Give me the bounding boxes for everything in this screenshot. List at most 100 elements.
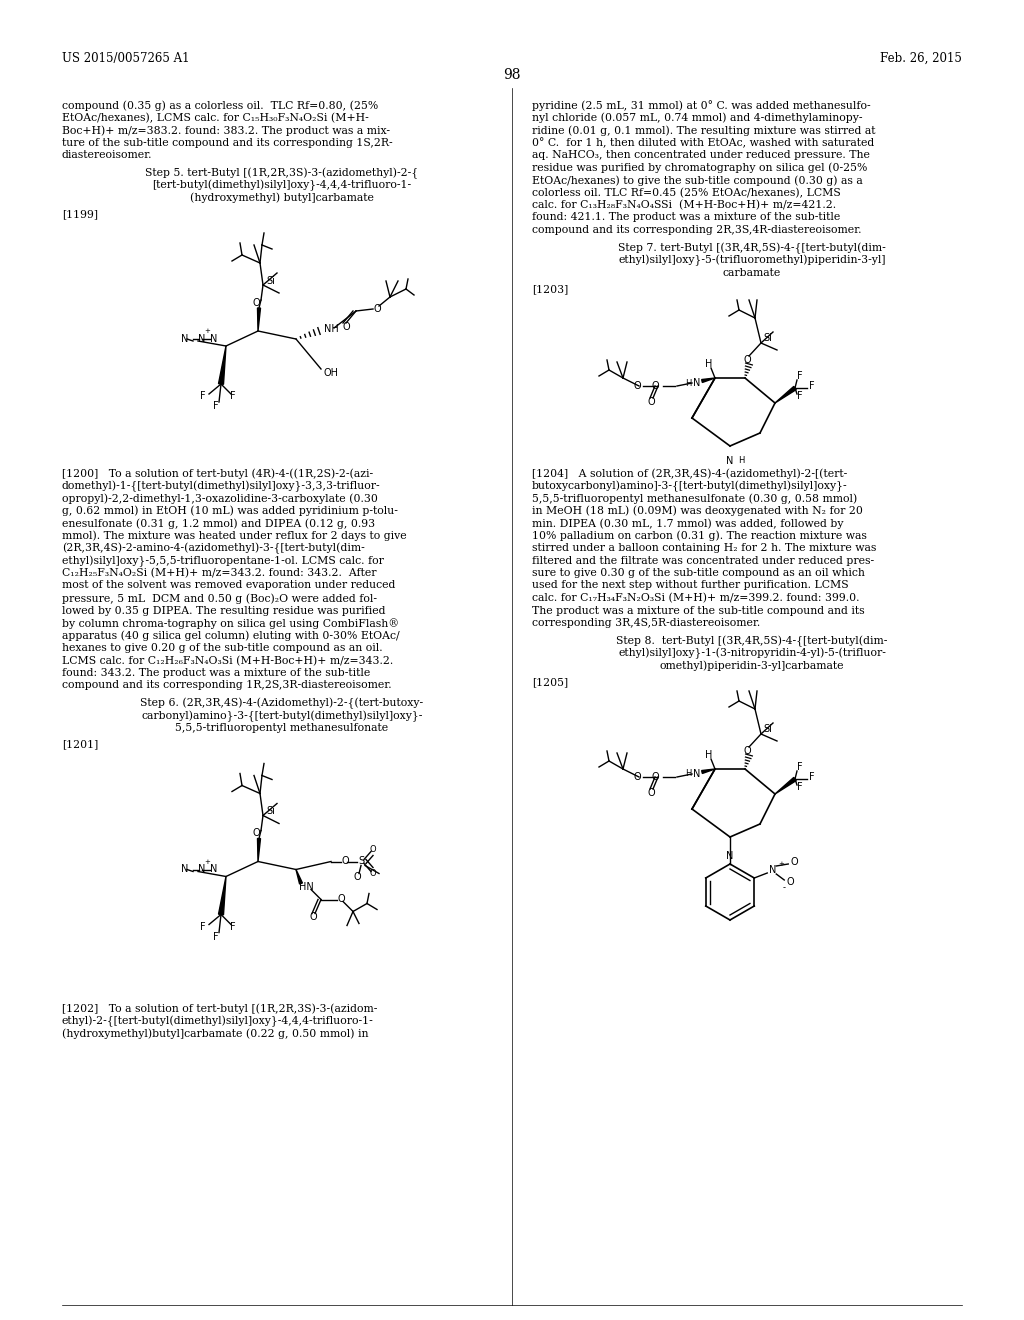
Text: US 2015/0057265 A1: US 2015/0057265 A1 <box>62 51 189 65</box>
Text: O: O <box>634 381 641 391</box>
Text: F: F <box>200 921 206 932</box>
Text: Step 5. tert-Butyl [(1R,2R,3S)-3-(azidomethyl)-2-{: Step 5. tert-Butyl [(1R,2R,3S)-3-(azidom… <box>145 168 419 178</box>
Text: residue was purified by chromatography on silica gel (0-25%: residue was purified by chromatography o… <box>532 162 867 173</box>
Text: Si: Si <box>266 276 274 286</box>
Text: aq. NaHCO₃, then concentrated under reduced pressure. The: aq. NaHCO₃, then concentrated under redu… <box>532 150 869 160</box>
Text: g, 0.62 mmol) in EtOH (10 mL) was added pyridinium p-tolu-: g, 0.62 mmol) in EtOH (10 mL) was added … <box>62 506 398 516</box>
Text: [tert-butyl(dimethyl)silyl]oxy}-4,4,4-trifluoro-1-: [tert-butyl(dimethyl)silyl]oxy}-4,4,4-tr… <box>153 180 412 191</box>
Text: ture of the sub-title compound and its corresponding 1S,2R-: ture of the sub-title compound and its c… <box>62 137 392 148</box>
Text: F: F <box>797 371 803 381</box>
Text: (hydroxymethyl) butyl]carbamate: (hydroxymethyl) butyl]carbamate <box>190 193 374 203</box>
Text: N: N <box>180 334 188 345</box>
Text: N: N <box>693 770 700 779</box>
Text: stirred under a balloon containing H₂ for 2 h. The mixture was: stirred under a balloon containing H₂ fo… <box>532 543 877 553</box>
Text: ethyl)silyl]oxy}-5-(trifluoromethyl)piperidin-3-yl]: ethyl)silyl]oxy}-5-(trifluoromethyl)pipe… <box>618 255 886 267</box>
Text: 0° C.  for 1 h, then diluted with EtOAc, washed with saturated: 0° C. for 1 h, then diluted with EtOAc, … <box>532 137 874 148</box>
Text: [1199]: [1199] <box>62 209 98 219</box>
Text: (2R,3R,4S)-2-amino-4-(azidomethyl)-3-{[tert-butyl(dim-: (2R,3R,4S)-2-amino-4-(azidomethyl)-3-{[t… <box>62 543 365 554</box>
Text: Si: Si <box>763 333 772 343</box>
Text: calc. for C₁₇H₃₄F₃N₂O₃Si (M+H)+ m/z=399.2. found: 399.0.: calc. for C₁₇H₃₄F₃N₂O₃Si (M+H)+ m/z=399.… <box>532 593 859 603</box>
Text: C₁₂H₂₅F₃N₄O₂Si (M+H)+ m/z=343.2. found: 343.2.  After: C₁₂H₂₅F₃N₄O₂Si (M+H)+ m/z=343.2. found: … <box>62 568 377 578</box>
Text: O: O <box>651 772 659 781</box>
Text: EtOAc/hexanes) to give the sub-title compound (0.30 g) as a: EtOAc/hexanes) to give the sub-title com… <box>532 176 863 186</box>
Text: O: O <box>309 912 316 923</box>
Text: O: O <box>342 322 350 333</box>
Text: +: + <box>204 327 210 334</box>
Text: [1200]   To a solution of tert-butyl (4R)-4-((1R,2S)-2-(azi-: [1200] To a solution of tert-butyl (4R)-… <box>62 469 373 479</box>
Text: hexanes to give 0.20 g of the sub-title compound as an oil.: hexanes to give 0.20 g of the sub-title … <box>62 643 383 653</box>
Text: H: H <box>706 750 713 760</box>
Text: domethyl)-1-{[tert-butyl(dimethyl)silyl]oxy}-3,3,3-trifluor-: domethyl)-1-{[tert-butyl(dimethyl)silyl]… <box>62 480 381 492</box>
Text: Si: Si <box>763 723 772 734</box>
Text: Step 6. (2R,3R,4S)-4-(Azidomethyl)-2-{(tert-butoxy-: Step 6. (2R,3R,4S)-4-(Azidomethyl)-2-{(t… <box>140 698 424 709</box>
Polygon shape <box>218 876 226 915</box>
Text: found: 343.2. The product was a mixture of the sub-title: found: 343.2. The product was a mixture … <box>62 668 371 678</box>
Text: [1201]: [1201] <box>62 739 98 750</box>
Text: mmol). The mixture was heated under reflux for 2 days to give: mmol). The mixture was heated under refl… <box>62 531 407 541</box>
Text: Si: Si <box>266 807 274 817</box>
Text: 10% palladium on carbon (0.31 g). The reaction mixture was: 10% palladium on carbon (0.31 g). The re… <box>532 531 867 541</box>
Text: Step 8.  tert-Butyl [(3R,4R,5S)-4-{[tert-butyl(dim-: Step 8. tert-Butyl [(3R,4R,5S)-4-{[tert-… <box>616 635 888 647</box>
Text: The product was a mixture of the sub-title compound and its: The product was a mixture of the sub-tit… <box>532 606 864 615</box>
Text: O: O <box>743 355 751 366</box>
Text: most of the solvent was removed evaporation under reduced: most of the solvent was removed evaporat… <box>62 581 395 590</box>
Text: used for the next step without further purification. LCMS: used for the next step without further p… <box>532 581 849 590</box>
Text: O: O <box>651 381 659 391</box>
Text: ethyl)silyl]oxy}-5,5,5-trifluoropentane-1-ol. LCMS calc. for: ethyl)silyl]oxy}-5,5,5-trifluoropentane-… <box>62 556 384 566</box>
Text: filtered and the filtrate was concentrated under reduced pres-: filtered and the filtrate was concentrat… <box>532 556 874 565</box>
Text: N: N <box>726 851 733 861</box>
Text: lowed by 0.35 g DIPEA. The resulting residue was purified: lowed by 0.35 g DIPEA. The resulting res… <box>62 606 385 615</box>
Text: H: H <box>706 359 713 370</box>
Text: O: O <box>791 857 798 867</box>
Text: OH: OH <box>323 368 338 378</box>
Text: F: F <box>213 401 219 411</box>
Text: O: O <box>634 772 641 781</box>
Text: min. DIPEA (0.30 mL, 1.7 mmol) was added, followed by: min. DIPEA (0.30 mL, 1.7 mmol) was added… <box>532 517 844 528</box>
Text: O: O <box>252 829 260 838</box>
Text: apparatus (40 g silica gel column) eluting with 0-30% EtOAc/: apparatus (40 g silica gel column) eluti… <box>62 631 399 642</box>
Text: N: N <box>769 865 776 875</box>
Text: carbamate: carbamate <box>723 268 781 277</box>
Text: F: F <box>809 381 815 391</box>
Text: -: - <box>782 883 785 892</box>
Polygon shape <box>775 777 797 795</box>
Text: N: N <box>726 455 733 466</box>
Text: HN: HN <box>299 883 313 892</box>
Text: Feb. 26, 2015: Feb. 26, 2015 <box>880 51 962 65</box>
Text: N: N <box>210 334 217 345</box>
Text: LCMS calc. for C₁₂H₂₆F₃N₄O₃Si (M+H-Boc+H)+ m/z=343.2.: LCMS calc. for C₁₂H₂₆F₃N₄O₃Si (M+H-Boc+H… <box>62 656 393 665</box>
Text: N: N <box>210 865 217 874</box>
Text: nyl chloride (0.057 mL, 0.74 mmol) and 4-dimethylaminopy-: nyl chloride (0.057 mL, 0.74 mmol) and 4… <box>532 112 862 123</box>
Text: enesulfonate (0.31 g, 1.2 mmol) and DIPEA (0.12 g, 0.93: enesulfonate (0.31 g, 1.2 mmol) and DIPE… <box>62 517 375 528</box>
Text: O: O <box>341 857 348 866</box>
Text: pyridine (2.5 mL, 31 mmol) at 0° C. was added methanesulfo-: pyridine (2.5 mL, 31 mmol) at 0° C. was … <box>532 100 870 111</box>
Text: O: O <box>369 869 376 878</box>
Text: carbonyl)amino}-3-{[tert-butyl(dimethyl)silyl]oxy}-: carbonyl)amino}-3-{[tert-butyl(dimethyl)… <box>141 710 423 722</box>
Text: O: O <box>647 397 654 407</box>
Text: ridine (0.01 g, 0.1 mmol). The resulting mixture was stirred at: ridine (0.01 g, 0.1 mmol). The resulting… <box>532 125 876 136</box>
Text: [1203]: [1203] <box>532 284 568 294</box>
Text: NH: NH <box>324 323 339 334</box>
Text: compound and its corresponding 2R,3S,4R-diastereoisomer.: compound and its corresponding 2R,3S,4R-… <box>532 224 861 235</box>
Text: +: + <box>204 858 210 865</box>
Text: F: F <box>797 781 803 792</box>
Polygon shape <box>218 346 226 384</box>
Polygon shape <box>296 870 302 884</box>
Text: ethyl)silyl]oxy}-1-(3-nitropyridin-4-yl)-5-(trifluor-: ethyl)silyl]oxy}-1-(3-nitropyridin-4-yl)… <box>618 648 886 660</box>
Text: F: F <box>230 391 236 401</box>
Text: ethyl)-2-{[tert-butyl(dimethyl)silyl]oxy}-4,4,4-trifluoro-1-: ethyl)-2-{[tert-butyl(dimethyl)silyl]oxy… <box>62 1016 374 1027</box>
Text: found: 421.1. The product was a mixture of the sub-title: found: 421.1. The product was a mixture … <box>532 213 841 223</box>
Text: calc. for C₁₃H₂₈F₃N₄O₄SSi  (M+H-Boc+H)+ m/z=421.2.: calc. for C₁₃H₂₈F₃N₄O₄SSi (M+H-Boc+H)+ m… <box>532 201 837 210</box>
Text: N: N <box>693 378 700 388</box>
Text: corresponding 3R,4S,5R-diastereoisomer.: corresponding 3R,4S,5R-diastereoisomer. <box>532 618 760 628</box>
Text: pressure, 5 mL  DCM and 0.50 g (Boc)₂O were added fol-: pressure, 5 mL DCM and 0.50 g (Boc)₂O we… <box>62 593 377 603</box>
Polygon shape <box>257 838 260 862</box>
Polygon shape <box>775 387 797 403</box>
Text: omethyl)piperidin-3-yl]carbamate: omethyl)piperidin-3-yl]carbamate <box>659 660 844 671</box>
Text: colorless oil. TLC Rf=0.45 (25% EtOAc/hexanes), LCMS: colorless oil. TLC Rf=0.45 (25% EtOAc/he… <box>532 187 841 198</box>
Text: 5,5,5-trifluoropentyl methanesulfonate: 5,5,5-trifluoropentyl methanesulfonate <box>175 723 388 733</box>
Text: F: F <box>230 921 236 932</box>
Text: O: O <box>786 876 794 887</box>
Text: O: O <box>353 873 360 883</box>
Text: O: O <box>647 788 654 799</box>
